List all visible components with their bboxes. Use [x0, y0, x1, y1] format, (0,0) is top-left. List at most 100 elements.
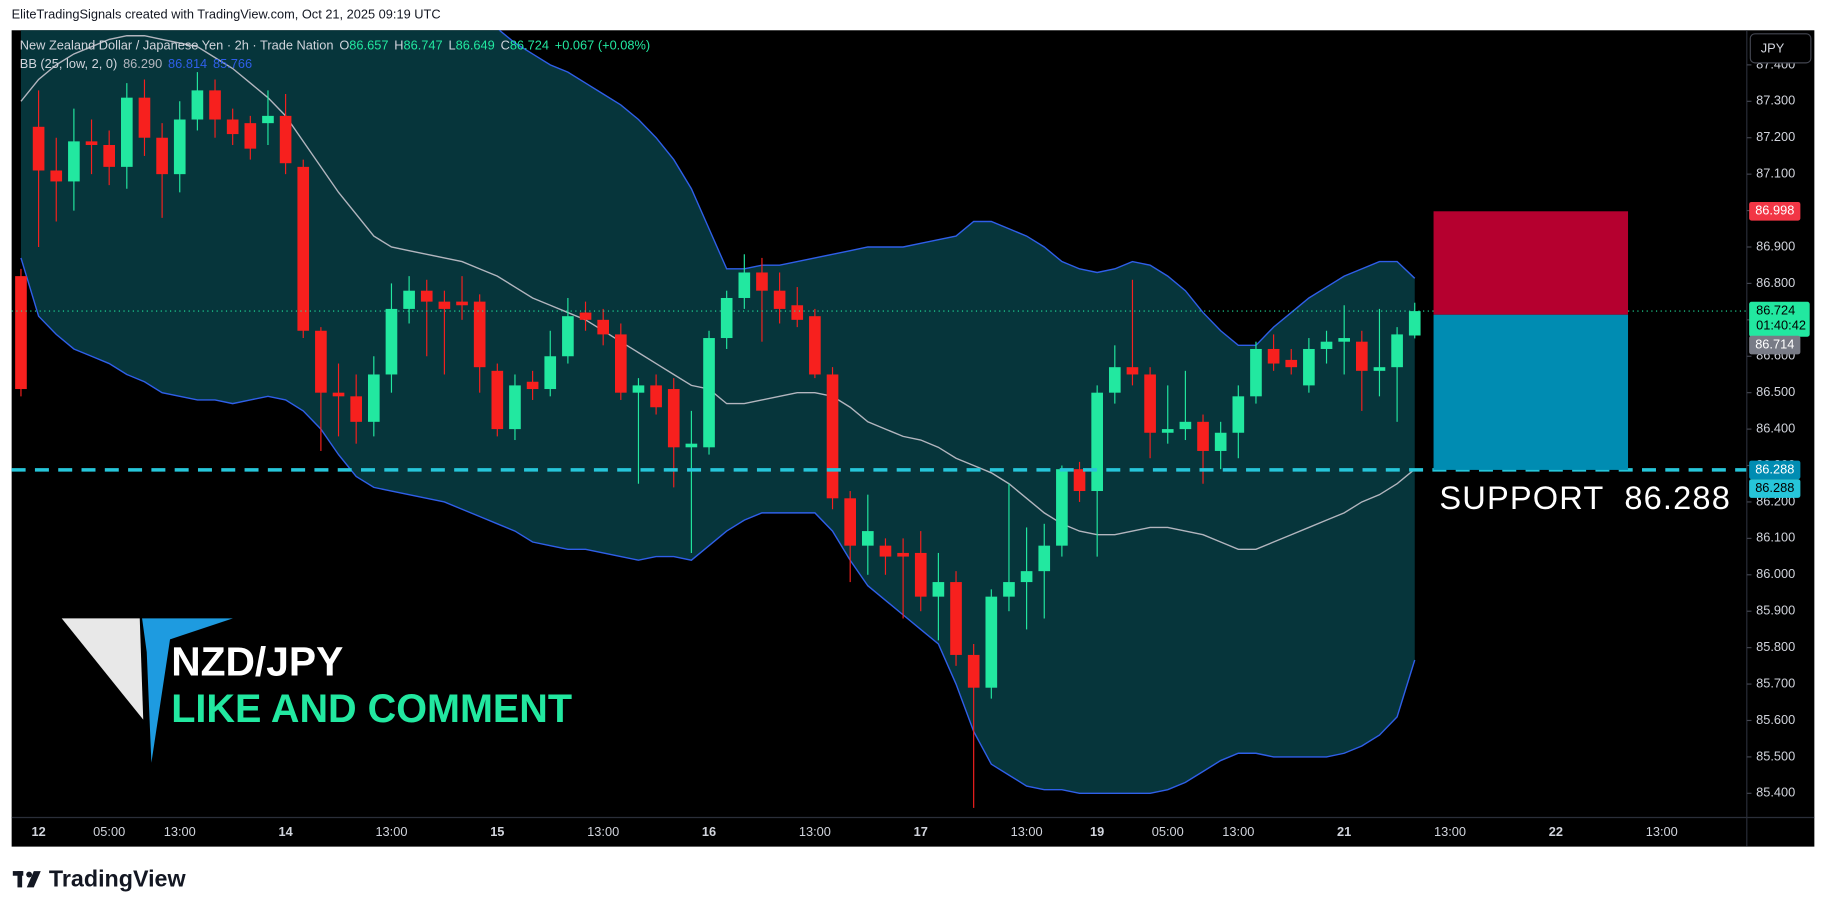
candle-body — [914, 552, 927, 597]
change: +0.067 (+0.08%) — [555, 38, 650, 53]
candle-body — [809, 316, 821, 375]
currency-button[interactable] — [1749, 33, 1812, 64]
candle-body — [385, 308, 398, 375]
candle-body — [138, 97, 151, 138]
brand-mark — [17, 871, 23, 888]
x-tick-label: 13:00 — [375, 824, 407, 839]
brand: TradingView — [49, 866, 187, 892]
y-tick-label: 86.000 — [1756, 566, 1795, 581]
y-tick-label: 87.200 — [1756, 129, 1795, 144]
candle-body — [103, 145, 115, 167]
candle-body — [773, 290, 786, 309]
candle-body — [244, 123, 257, 149]
candle-body — [1408, 311, 1421, 336]
legend-line: New Zealand Dollar / Japanese Yen · 2h ·… — [20, 38, 650, 53]
x-tick-label: 12 — [31, 824, 45, 839]
stop-tag-bg — [1749, 201, 1801, 221]
candle-body — [932, 582, 945, 597]
stop-zone — [1433, 211, 1629, 315]
candle-body — [614, 334, 627, 393]
target-tag: 86.288 — [1755, 461, 1794, 476]
candle-body — [1320, 341, 1333, 349]
x-tick-label: 13:00 — [1646, 824, 1678, 839]
candle-body — [32, 126, 45, 171]
support-tag-bg — [1749, 479, 1801, 498]
x-tick-label: 14 — [278, 824, 293, 839]
candle-body — [191, 90, 204, 120]
candle-body — [1179, 421, 1192, 430]
candle-body — [1056, 469, 1068, 546]
x-tick-label: 15 — [490, 824, 504, 839]
candle-body — [1003, 582, 1015, 597]
candle-body — [844, 498, 856, 546]
top-bar-text: EliteTradingSignals created with Trading… — [12, 7, 441, 22]
candle-body — [826, 374, 839, 499]
candle-body — [173, 119, 186, 175]
candle-body — [85, 141, 98, 146]
candle-body — [1091, 392, 1103, 492]
candle-body — [526, 381, 539, 390]
entry-tag-bg — [1749, 335, 1801, 355]
y-tick-label: 85.400 — [1756, 785, 1795, 800]
y-tick-label: 86.800 — [1756, 275, 1795, 290]
candle-body — [579, 312, 592, 320]
y-tick-label: 85.500 — [1756, 748, 1795, 763]
y-tick-label: 87.300 — [1756, 93, 1795, 108]
candle-body — [1020, 571, 1033, 583]
candle-body — [403, 290, 415, 309]
candle-body — [420, 290, 433, 302]
x-tick-label: 13:00 — [1011, 824, 1043, 839]
candle-body — [50, 170, 63, 182]
candle-body — [1073, 469, 1086, 492]
logo-pair: NZD/JPY — [171, 639, 343, 685]
candle-body — [897, 552, 909, 557]
candle-body — [1108, 367, 1121, 393]
candle-body — [1391, 334, 1403, 368]
y-tick-label: 86.900 — [1756, 238, 1795, 253]
y-tick-label: 85.900 — [1756, 603, 1795, 618]
x-tick-label: 13:00 — [799, 824, 831, 839]
candle-body — [1355, 341, 1368, 371]
candle-body — [262, 115, 274, 124]
x-tick-label: 05:00 — [93, 824, 125, 839]
candle-body — [473, 301, 486, 368]
candle-body — [544, 356, 557, 390]
candle-body — [1038, 545, 1051, 572]
countdown: 01:40:42 — [1756, 318, 1806, 333]
chart-layer: SUPPORT 86.288 85.400 85.500 85.600 85.700 85… — [11, 30, 1815, 847]
candle-body — [1267, 348, 1280, 364]
candle-body — [367, 374, 380, 422]
ohlc-value: 86.724 — [510, 38, 549, 53]
y-tick-label: 86.500 — [1756, 384, 1795, 399]
candle-body — [1232, 396, 1245, 433]
band-fill — [20, 30, 1415, 794]
ohlc-value: 86.657 — [349, 38, 388, 53]
candle-body — [15, 276, 27, 390]
candle-body — [1338, 338, 1350, 342]
candle-body — [950, 582, 962, 655]
candle-body — [120, 97, 133, 167]
currency-label[interactable]: JPY — [1761, 40, 1785, 55]
candle-body — [156, 137, 168, 175]
last-tag: 86.724 — [1756, 302, 1795, 317]
candle-body — [315, 330, 327, 393]
candle-body — [632, 385, 645, 393]
candle-body — [209, 90, 221, 120]
target-zone — [1433, 314, 1629, 470]
y-tick-label: 86.400 — [1756, 420, 1795, 435]
x-tick-label: 21 — [1337, 824, 1351, 839]
ohlc-key: C — [501, 38, 510, 53]
support-tag: 86.288 — [1755, 480, 1794, 495]
candle-body — [685, 443, 698, 448]
candle-body — [861, 531, 874, 546]
candle-body — [738, 272, 751, 298]
candle-body — [1214, 432, 1227, 451]
target-tag-bg — [1749, 460, 1801, 480]
candle-body — [226, 119, 239, 135]
y-tick-label: 85.700 — [1756, 675, 1795, 690]
candle-body — [332, 392, 345, 397]
candle-body — [68, 141, 80, 182]
candle-body — [279, 115, 292, 164]
